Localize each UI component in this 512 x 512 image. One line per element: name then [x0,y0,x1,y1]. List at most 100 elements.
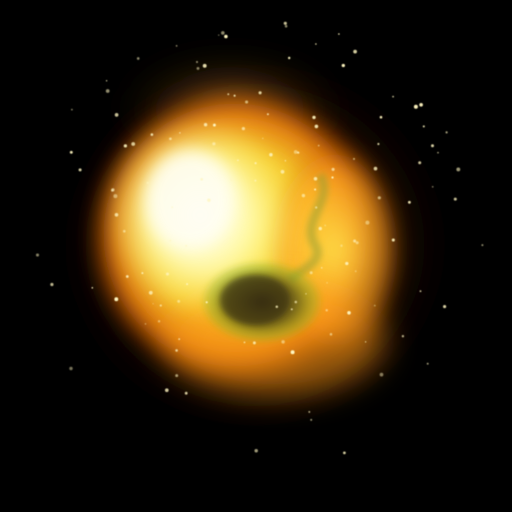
spark [331,167,335,171]
spark [245,100,249,104]
spark [221,31,225,35]
spark [171,206,174,209]
spark [315,43,317,45]
spark [377,142,380,146]
spark [343,451,346,455]
spark [379,372,384,377]
spark [419,102,423,107]
spark [392,95,394,98]
spark [212,142,216,146]
spark [341,63,345,68]
spark [353,239,357,243]
spark [165,272,170,276]
spark [78,168,82,172]
spark [205,301,208,304]
spark [169,247,171,249]
spark [164,388,169,393]
spark-particles [35,21,484,455]
spark [114,113,119,117]
spark [175,374,179,378]
spark [131,142,136,146]
spark [148,290,153,295]
spark [283,21,287,25]
spark [331,176,334,179]
spark [290,350,295,355]
spark [310,418,313,421]
spark [202,63,207,68]
spark [308,410,311,413]
spark [326,282,328,284]
spark [419,290,422,293]
spark [305,293,307,295]
spark [437,151,439,154]
spark [91,287,94,289]
spark [169,137,172,141]
spark [445,131,448,134]
spark [195,60,199,64]
spark [136,57,140,60]
spark [275,305,279,308]
spark [186,283,189,286]
spark [237,159,239,162]
spark [114,297,119,302]
spark [355,241,359,245]
spark [266,113,269,116]
spark [150,133,154,136]
spark [324,224,326,227]
spark [284,24,288,28]
spark [315,206,318,209]
spark [294,300,298,304]
spark [218,34,220,36]
spark [196,66,200,70]
spark [146,181,149,184]
spark [338,33,340,35]
spark [159,304,162,307]
spark [431,185,434,188]
spark [314,124,319,129]
spark [113,194,118,199]
spark [50,282,54,287]
spark [233,94,236,97]
spark [152,303,154,305]
spark [290,308,293,311]
spark [178,338,181,340]
spark [141,272,144,275]
spark [114,212,119,217]
spark [391,238,395,242]
spark [169,239,172,242]
spark [365,341,367,343]
smoke-cluster-inner [220,275,290,325]
spark [340,244,343,247]
spark [254,179,257,182]
spark [345,261,349,266]
spark [262,137,264,140]
spark [353,49,357,54]
spark [224,34,228,39]
spark [111,188,115,192]
spark [185,244,187,247]
spark [314,188,317,191]
spark [426,362,429,365]
spark [453,197,457,201]
spark [318,226,322,231]
spark [69,366,73,371]
spark [280,169,285,174]
spark [301,193,306,198]
spark [69,150,73,154]
spark [207,198,211,202]
spark [35,253,40,257]
spark [431,144,434,148]
spark [297,151,300,154]
spark [177,299,181,303]
spark [309,271,313,275]
spark [123,144,128,148]
spark [258,91,262,95]
spark [329,333,333,336]
spark [230,177,234,182]
spark [443,305,447,309]
spark [281,340,285,344]
fire-inner-spot [145,150,235,250]
spark [422,125,425,128]
spark [373,304,376,307]
spark [105,89,110,93]
